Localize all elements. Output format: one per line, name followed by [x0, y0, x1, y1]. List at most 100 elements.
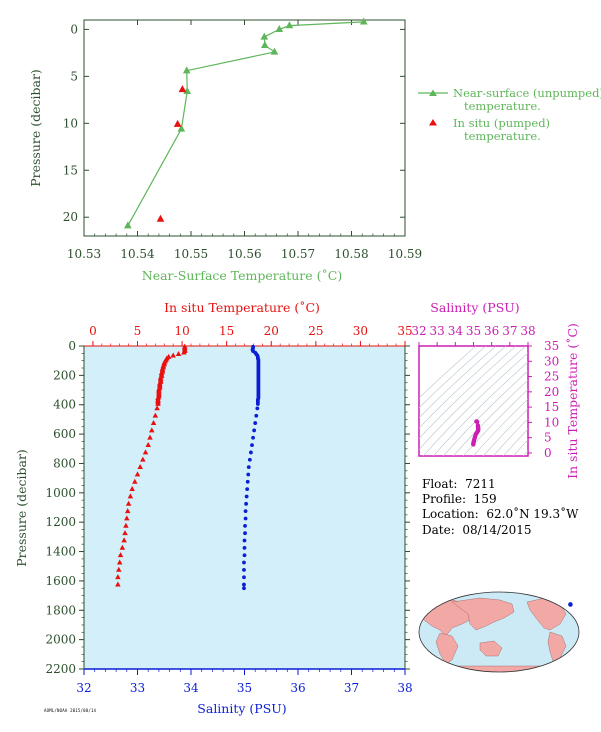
- temperature-point: [181, 349, 187, 355]
- temperature-point: [175, 350, 182, 356]
- salinity-point: [242, 553, 247, 558]
- temperature-point: [121, 537, 127, 543]
- ts-contour-line: [419, 346, 507, 429]
- temperature-point: [134, 471, 141, 477]
- temperature-point: [145, 442, 151, 448]
- date-label: Date:: [422, 522, 455, 537]
- salinity-point: [255, 402, 260, 406]
- near-surface-point: [260, 32, 269, 40]
- temperature-tick-label: 35: [397, 324, 412, 338]
- top-x-tick-label: 10.55: [174, 247, 208, 261]
- top-legend: Near-surface (unpumped) temperature. In …: [418, 86, 601, 143]
- temperature-point: [150, 419, 157, 425]
- salinity-tick-label: 35: [237, 681, 252, 695]
- legend-in-situ-label-2: temperature.: [464, 129, 541, 143]
- salinity-point: [246, 472, 251, 477]
- float-value: 7211: [465, 477, 496, 491]
- pressure-tick-label: 2000: [45, 633, 76, 647]
- ts-y-tick-label: 30: [544, 354, 559, 368]
- temperature-tick-label: 10: [174, 324, 189, 338]
- map-landmasses: [419, 597, 567, 672]
- near-surface-line: [127, 21, 364, 226]
- temperature-tick-label: 20: [264, 324, 279, 338]
- ts-contour-line: [419, 346, 527, 451]
- pressure-tick-label: 1200: [45, 515, 76, 529]
- temperature-point: [152, 412, 159, 418]
- near-surface-point: [275, 25, 284, 33]
- profile-row: Profile: 159: [422, 492, 578, 507]
- near-surface-point: [183, 87, 192, 95]
- temperature-point: [124, 508, 131, 514]
- ts-points: [471, 419, 481, 447]
- top-x-tick-label: 10.54: [120, 247, 155, 261]
- top-x-axis-title: Near-Surface Temperature (˚C): [142, 268, 342, 283]
- legend-near-surface-label-1: Near-surface (unpumped): [453, 86, 601, 100]
- float-location-marker: [568, 602, 573, 607]
- ts-point: [474, 419, 480, 424]
- ts-contour-line: [512, 439, 528, 456]
- ts-contour-line: [419, 346, 497, 419]
- temperature-point: [149, 427, 155, 433]
- salinity-point: [250, 443, 254, 448]
- near-surface-point: [270, 47, 279, 55]
- profile-plot-background: [84, 346, 405, 669]
- date-row: Date: 08/14/2015: [422, 523, 578, 538]
- salinity-point: [249, 450, 253, 455]
- near-surface-point: [285, 21, 294, 29]
- temperature-point: [147, 434, 153, 440]
- map-outline: [418, 591, 580, 673]
- top-axis-ticks: [83, 20, 406, 236]
- salinity-point: [254, 413, 259, 418]
- salinity-point: [242, 538, 247, 543]
- ts-x-axis-title: Salinity (PSU): [430, 300, 519, 315]
- salinity-point: [243, 509, 248, 514]
- pressure-tick-label: 800: [53, 456, 76, 470]
- temperature-point: [129, 486, 135, 492]
- salinity-point: [242, 586, 246, 591]
- salinity-point: [255, 406, 260, 411]
- ts-x-tick-label: 36: [484, 324, 499, 338]
- pressure-tick-label: 1000: [45, 486, 76, 500]
- location-value: 62.0˚N 19.3˚W: [486, 507, 579, 522]
- salinity-point: [253, 421, 258, 425]
- top-x-tick-labels: 10.53 10.54 10.55 10.56 10.57 10.58 10.59: [67, 247, 422, 261]
- ts-x-tick-label: 35: [466, 324, 481, 338]
- ts-contour-line: [432, 361, 528, 456]
- top-plot-frame: [83, 19, 406, 237]
- float-info: Float: 7211 Profile: 159 Location: 62.0˚…: [422, 477, 578, 538]
- ts-contour-line: [452, 379, 528, 456]
- temperature-point: [117, 552, 124, 558]
- temperature-axis-title: In situ Temperature (˚C): [164, 300, 320, 315]
- salinity-point: [243, 516, 248, 521]
- salinity-point: [242, 567, 246, 572]
- temperature-point: [116, 559, 123, 565]
- top-y-tick-label: 0: [70, 22, 78, 36]
- temperature-tick-label: 5: [134, 324, 142, 338]
- legend-near-surface-label-2: temperature.: [464, 99, 541, 113]
- map-australia: [479, 640, 503, 657]
- pressure-tick-label: 600: [53, 427, 76, 441]
- in-situ-markers: [156, 85, 187, 222]
- temperature-point: [154, 405, 160, 411]
- ts-x-tick-label: 33: [430, 324, 445, 338]
- pressure-tick-label: 1800: [45, 603, 76, 617]
- salinity-tick-label: 32: [76, 681, 91, 695]
- salinity-point: [246, 465, 251, 470]
- salinity-tick-label: 38: [397, 681, 412, 695]
- salinity-point: [244, 494, 249, 499]
- top-x-tick-label: 10.59: [388, 247, 422, 261]
- ts-y-tick-label: 35: [544, 339, 559, 353]
- pressure-tick-label: 1600: [45, 574, 76, 588]
- top-y-tick-labels: 0 5 10 15 20: [63, 22, 78, 224]
- legend-triangle-red: [429, 119, 437, 126]
- ts-contour-line: [419, 346, 517, 440]
- ts-axis-ticks: [418, 342, 532, 454]
- pressure-axis-title: Pressure (decibar): [14, 449, 29, 567]
- salinity-point: [247, 457, 252, 462]
- map-asia: [451, 597, 515, 631]
- salinity-profile-markers: [242, 344, 261, 591]
- salinity-point: [242, 575, 246, 580]
- salinity-tick-label: 34: [183, 681, 199, 695]
